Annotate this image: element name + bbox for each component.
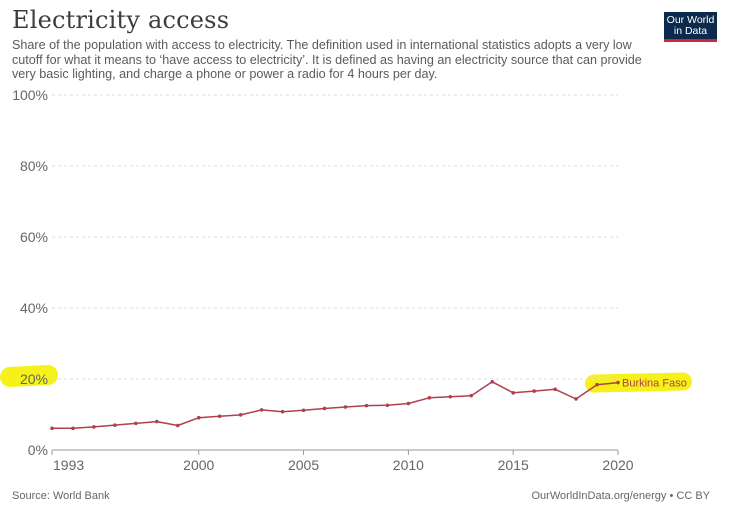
y-tick-label: 0% [28,442,48,458]
data-point [385,403,390,408]
data-point [490,380,495,384]
data-point [134,421,138,426]
x-tick-label: 1993 [53,457,84,473]
x-axis-tick-labels: 1993 2000 2005 2010 2015 2020 [53,457,634,473]
x-tick-label: 2010 [393,457,424,473]
data-point [113,423,117,427]
y-tick-label: 60% [20,229,48,245]
data-point [71,426,75,431]
y-axis-tick-labels: 0% 20% 40% 60% 80% 100% [12,87,48,458]
x-tick-label: 2005 [288,457,319,473]
data-point [322,406,327,411]
data-point [406,401,411,406]
data-point [280,409,285,414]
data-point [259,408,264,412]
data-point [511,391,515,395]
series-line [52,381,619,430]
x-tick-label: 2015 [498,457,529,473]
data-point [595,382,599,387]
data-point [50,426,54,431]
x-tick-label: 2000 [183,457,214,473]
data-point [196,415,201,420]
logo-line-1: Our World [666,14,715,26]
logo-line-2: in Data [673,25,708,37]
data-point [553,387,557,392]
source-note: Source: World Bank [12,490,110,502]
chart-title: Electricity access [12,6,230,34]
data-point [175,423,180,428]
x-tick-label: 2020 [602,457,633,473]
data-point [364,403,369,408]
x-axis [51,449,619,455]
y-tick-label: 80% [20,158,48,174]
highlight-mark [0,365,58,387]
data-point [469,393,474,398]
data-point [448,394,453,399]
owid-logo[interactable]: Our World in Data [664,12,717,42]
data-point [616,380,620,385]
data-point [238,413,243,417]
chart-subtitle: Share of the population with access to e… [12,38,642,82]
y-tick-label: 100% [12,87,48,103]
series-label: Burkina Faso [622,378,687,390]
gridlines [52,94,618,380]
data-point [343,405,348,409]
data-point [301,408,306,413]
y-tick-label: 20% [20,371,48,387]
data-point [217,414,222,419]
y-tick-label: 40% [20,300,48,316]
data-point [574,397,578,401]
data-point [92,425,96,429]
data-point [155,419,159,424]
series-labels: Burkina Faso [622,378,687,390]
data-point [427,396,432,400]
footer-link[interactable]: OurWorldInData.org/energy • CC BY [531,490,711,502]
data-point [532,389,536,393]
series-group [50,380,620,431]
